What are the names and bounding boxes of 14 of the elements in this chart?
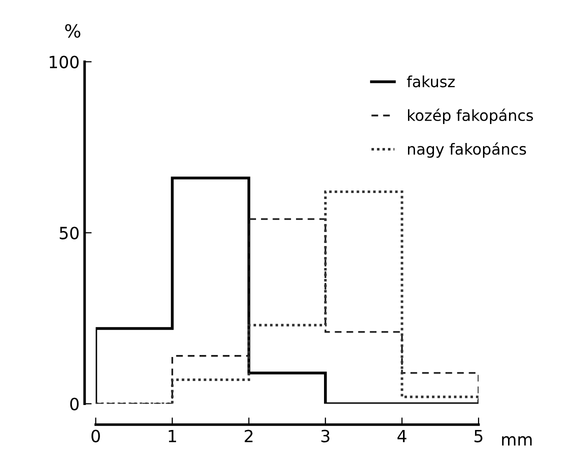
x-tick-label: 0 xyxy=(92,430,100,442)
y-tick-label: 0 xyxy=(70,398,79,410)
y-tick-label: 50 xyxy=(60,226,79,240)
legend-label: fakusz xyxy=(406,76,455,88)
y-axis-title: % xyxy=(65,24,80,38)
x-axis-title: mm xyxy=(502,436,532,446)
y-tick-label: 100 xyxy=(50,56,79,68)
x-tick-label: 1 xyxy=(168,430,176,442)
legend-label: kozép fakopáncs xyxy=(408,108,533,124)
x-tick-label: 2 xyxy=(244,430,252,442)
legend-label: nagy fakopáncs xyxy=(408,142,526,158)
x-tick-label: 4 xyxy=(397,430,406,442)
x-tick-label: 5 xyxy=(474,430,482,442)
x-tick-label: 3 xyxy=(321,430,330,442)
